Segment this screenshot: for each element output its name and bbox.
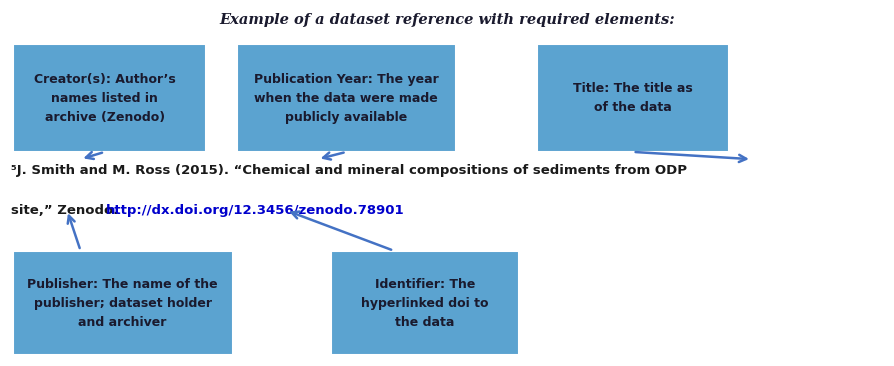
FancyBboxPatch shape: [331, 251, 519, 355]
Text: Identifier: The
hyperlinked doi to
the data: Identifier: The hyperlinked doi to the d…: [361, 277, 488, 329]
Text: Example of a dataset reference with required elements:: Example of a dataset reference with requ…: [219, 13, 675, 27]
Text: http://dx.doi.org/12.3456/zenodo.78901: http://dx.doi.org/12.3456/zenodo.78901: [106, 204, 404, 217]
FancyBboxPatch shape: [13, 44, 206, 152]
FancyBboxPatch shape: [536, 44, 729, 152]
FancyBboxPatch shape: [237, 44, 456, 152]
Text: site,” Zenodo.: site,” Zenodo.: [11, 204, 122, 217]
Text: Title: The title as
of the data: Title: The title as of the data: [572, 82, 692, 114]
Text: ⁵J. Smith and M. Ross (2015). “Chemical and mineral compositions of sediments fr: ⁵J. Smith and M. Ross (2015). “Chemical …: [11, 164, 686, 177]
Text: Publisher: The name of the
publisher; dataset holder
and archiver: Publisher: The name of the publisher; da…: [28, 277, 217, 329]
Text: Publication Year: The year
when the data were made
publicly available: Publication Year: The year when the data…: [254, 72, 438, 124]
FancyBboxPatch shape: [13, 251, 232, 355]
Text: Creator(s): Author’s
names listed in
archive (Zenodo): Creator(s): Author’s names listed in arc…: [34, 72, 175, 124]
